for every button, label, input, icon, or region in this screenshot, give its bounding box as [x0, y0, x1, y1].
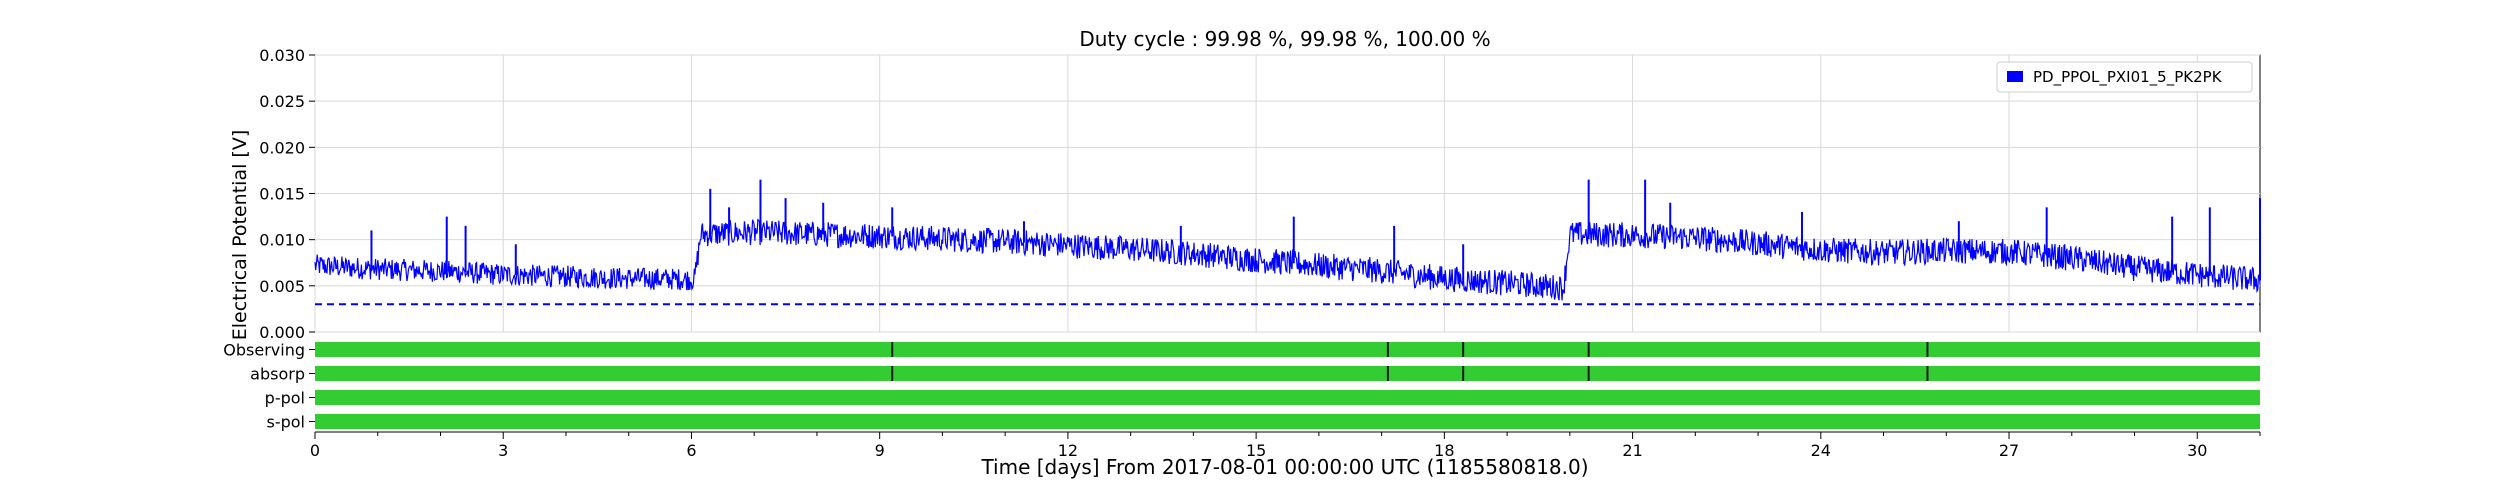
series-line [314, 218, 2261, 301]
y-axis-label: Electrical Potential [V] [229, 130, 251, 340]
segment-bar [315, 366, 2260, 381]
x-axis-ticks: 0 3 6 9 12 15 18 21 24 27 30 [310, 431, 2261, 460]
legend: PD_PPOL_PXI01_5_PK2PK [1996, 61, 2253, 93]
y-tick-label: 0.010 [259, 231, 305, 250]
segment-label: s-pol [267, 413, 306, 432]
y-tick-label: 0.005 [259, 277, 305, 296]
x-tick-label: 30 [2187, 441, 2207, 460]
x-tick-label: 15 [1246, 441, 1266, 460]
main-grid [314, 54, 2260, 333]
segment-label: Observing [223, 341, 305, 360]
x-axis-label: Time [days] From 2017-08-01 00:00:00 UTC… [980, 455, 1588, 479]
x-tick-label: 27 [1999, 441, 2019, 460]
series-layer [314, 179, 2261, 301]
segment-bar [315, 414, 2260, 429]
x-tick-label: 18 [1434, 441, 1454, 460]
y-tick-label: 0.030 [259, 46, 305, 65]
x-tick-label: 3 [498, 441, 508, 460]
y-axis-ticks: 0.000 0.005 0.010 0.015 0.020 0.025 0.030 [259, 46, 315, 342]
x-tick-label: 6 [686, 441, 696, 460]
legend-swatch [2007, 71, 2023, 82]
y-tick-label: 0.015 [259, 185, 305, 204]
segment-bar [315, 342, 2260, 357]
legend-box [1996, 61, 2253, 93]
segment-bar [315, 390, 2260, 405]
main-plot: 0.000 0.005 0.010 0.015 0.020 0.025 0.030 [259, 46, 2261, 342]
legend-label: PD_PPOL_PXI01_5_PK2PK [2033, 68, 2223, 87]
x-tick-label: 9 [875, 441, 885, 460]
segment-label: absorp [250, 365, 305, 384]
y-tick-label: 0.025 [259, 92, 305, 111]
segment-label: p-pol [265, 389, 305, 408]
y-tick-label: 0.020 [259, 138, 305, 157]
x-tick-label: 12 [1058, 441, 1078, 460]
x-tick-label: 0 [310, 441, 320, 460]
segment-panel: Observing absorp p-pol s-pol [223, 341, 2260, 432]
y-tick-label: 0.000 [259, 323, 305, 342]
x-tick-label: 24 [1811, 441, 1831, 460]
chart-title: Duty cycle : 99.98 %, 99.98 %, 100.00 % [1079, 27, 1490, 51]
x-tick-label: 21 [1622, 441, 1642, 460]
